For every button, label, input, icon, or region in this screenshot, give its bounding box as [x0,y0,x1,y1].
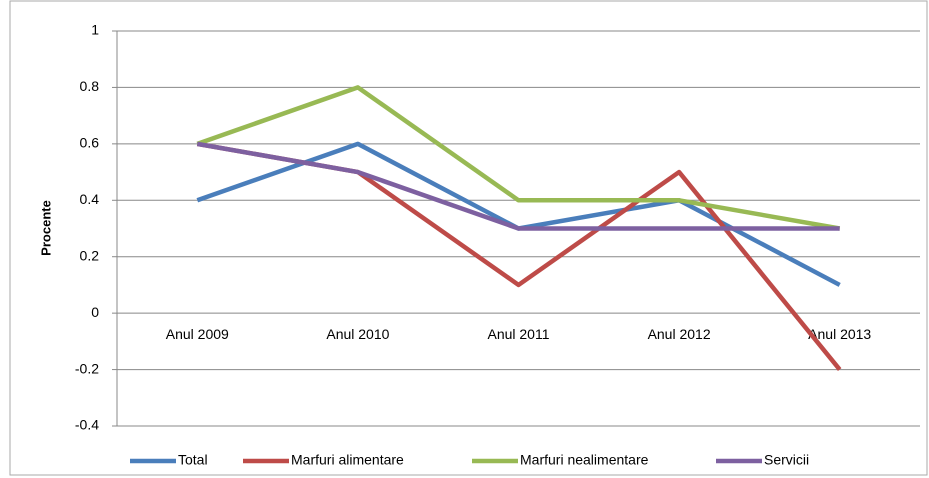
x-tick-label: Anul 2011 [487,326,549,342]
y-tick-label: 0.8 [80,78,100,94]
chart-frame [9,0,928,476]
y-tick-label: -0.2 [75,360,99,376]
x-tick-label: Anul 2010 [326,326,389,342]
y-tick-label: 0 [91,304,99,320]
y-tick-label: 0.4 [80,191,100,207]
series-line [196,85,841,231]
series-line [196,141,840,231]
y-tick-label: -0.4 [75,417,99,433]
x-tick-label: Anul 2013 [808,326,871,342]
legend-label: Marfuri nealimentare [520,452,649,468]
y-tick-label: 0.6 [80,135,100,151]
legend-label: Servicii [764,452,809,468]
legend-label: Total [178,452,208,468]
y-axis-title: Procente [38,200,53,256]
y-tick-label: 0.2 [80,247,100,263]
legend-label: Marfuri alimentare [291,452,404,468]
x-tick-label: Anul 2009 [166,326,229,342]
y-tick-label: 1 [91,22,99,38]
x-tick-label: Anul 2012 [648,326,711,342]
